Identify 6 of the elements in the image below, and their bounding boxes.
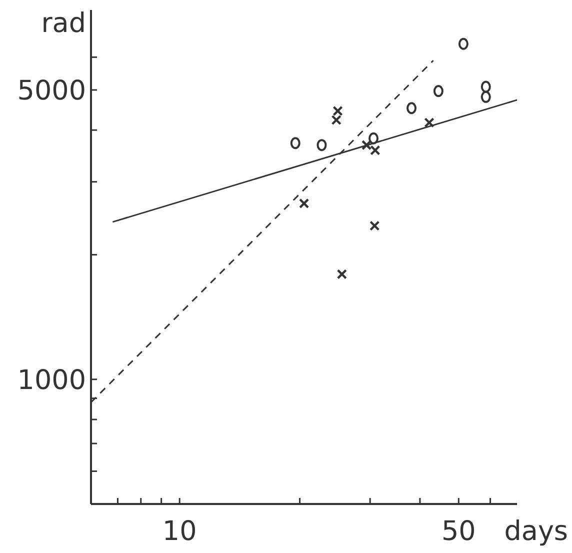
y-tick-label: 1000 bbox=[17, 364, 86, 396]
x-tick-label: 50 bbox=[441, 516, 476, 547]
x-tick-label: 10 bbox=[162, 516, 197, 547]
y-tick-label: 5000 bbox=[17, 75, 86, 106]
y-axis-title: rad bbox=[41, 8, 86, 39]
x-axis-title: days bbox=[504, 516, 568, 547]
